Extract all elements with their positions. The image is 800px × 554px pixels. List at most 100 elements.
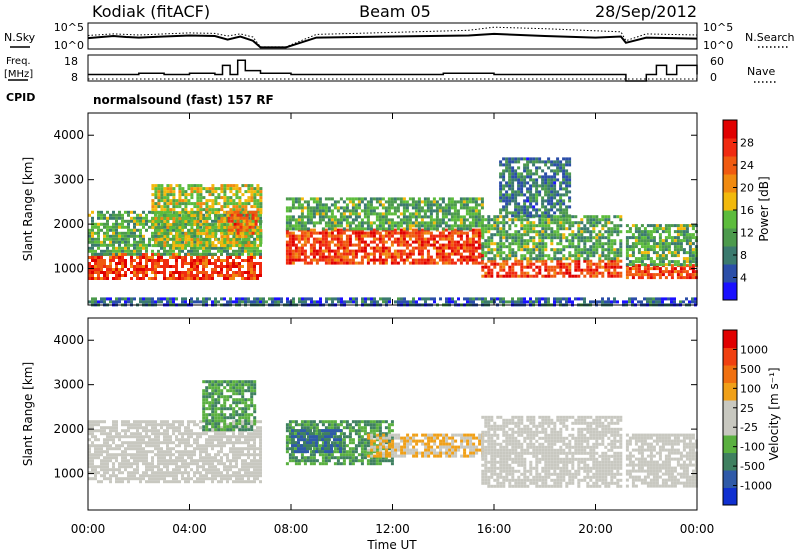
power-band-9 <box>625 264 698 280</box>
power-band-0 <box>88 253 262 280</box>
velocity-colorbar-label-5: -100 <box>740 441 765 454</box>
power-colorbar-label-3: 16 <box>740 204 754 217</box>
noise-left-label: N.Sky <box>4 31 36 44</box>
xtick-label-0: 00:00 <box>71 522 106 536</box>
velocity-ytick-label-0: 4000 <box>53 333 84 347</box>
xtick-label-6: 00:00 <box>680 522 715 536</box>
power-colorbar-label-0: 28 <box>740 137 754 150</box>
power-colorbar-swatch-5 <box>723 192 737 211</box>
noise-panel-frame <box>87 22 698 50</box>
power-colorbar: 28 24 20 16 12 8 4 <box>722 119 754 301</box>
cpid-value: normalsound (fast) 157 RF <box>93 93 274 107</box>
power-colorbar-label: Power [dB] <box>757 176 771 241</box>
velocity-colorbar-swatch-9 <box>723 330 737 348</box>
velocity-band-1 <box>202 380 257 432</box>
power-band-10 <box>625 224 698 267</box>
power-colorbar-swatch-9 <box>723 120 737 139</box>
freq-left-label-2: [MHz] <box>4 69 33 80</box>
power-colorbar-label-4: 12 <box>740 227 754 240</box>
power-colorbar-swatch-1 <box>723 264 737 283</box>
search-noise-line <box>87 26 698 48</box>
power-colorbar-swatch-7 <box>723 156 737 175</box>
xtick-label-5: 20:00 <box>578 522 613 536</box>
noise-left-tick-bottom: 10^0 <box>54 39 84 52</box>
power-y-axis: 4000 3000 2000 1000 <box>53 128 697 276</box>
velocity-colorbar-swatch-2 <box>723 452 737 471</box>
power-colorbar-swatch-3 <box>723 228 737 247</box>
power-heatmap <box>88 157 698 307</box>
date-title: 28/Sep/2012 <box>595 2 697 21</box>
power-y-label: Slant Range [km] <box>21 157 35 261</box>
velocity-colorbar-swatch-8 <box>723 347 737 366</box>
velocity-y-label: Slant Range [km] <box>21 362 35 466</box>
freq-line <box>88 59 698 82</box>
nave-label: Nave <box>747 65 775 78</box>
velocity-colorbar-label-4: -25 <box>740 421 758 434</box>
power-ytick-label-2: 2000 <box>53 217 84 231</box>
velocity-colorbar-label-7: -1000 <box>740 480 772 493</box>
noise-right-label: N.Search <box>745 31 795 44</box>
noise-series <box>87 26 698 49</box>
velocity-ytick-label-2: 2000 <box>53 422 84 436</box>
power-colorbar-swatch-2 <box>723 246 737 265</box>
power-band-5 <box>285 197 484 231</box>
velocity-colorbar-swatch-1 <box>723 470 737 488</box>
power-colorbar-label-1: 24 <box>740 159 754 172</box>
power-band-2 <box>151 184 263 248</box>
beam-title: Beam 05 <box>359 2 431 21</box>
power-colorbar-swatch-8 <box>723 138 737 157</box>
power-ytick-label-0: 4000 <box>53 128 84 142</box>
power-colorbar-label-5: 8 <box>740 249 747 262</box>
velocity-colorbar-label-0: 1000 <box>740 343 768 356</box>
power-band-8 <box>499 157 572 218</box>
velocity-colorbar-swatch-7 <box>723 365 737 383</box>
power-colorbar-swatch-6 <box>723 174 737 193</box>
cpid-label: CPID <box>6 91 35 104</box>
power-band-4 <box>285 228 484 265</box>
power-colorbar-label-6: 4 <box>740 272 747 285</box>
power-colorbar-swatch-0 <box>723 282 737 301</box>
velocity-band-6 <box>625 433 698 488</box>
freq-left-label-1: Freq. <box>6 56 31 67</box>
power-band-3 <box>227 210 258 235</box>
freq-right-tick-bottom: 0 <box>710 71 717 84</box>
velocity-colorbar-label-1: 500 <box>740 363 761 376</box>
velocity-heatmap <box>88 380 698 488</box>
velocity-colorbar-label: Velocity [m s⁻¹] <box>767 367 781 460</box>
velocity-ytick-label-3: 1000 <box>53 467 84 481</box>
velocity-band-4 <box>367 433 485 458</box>
freq-left-tick-bottom: 8 <box>71 71 78 84</box>
velocity-colorbar-label-2: 100 <box>740 382 761 395</box>
velocity-colorbar-frame <box>722 329 738 506</box>
power-ytick-label-3: 1000 <box>53 262 84 276</box>
velocity-band-0 <box>88 420 262 484</box>
velocity-colorbar: 1000 500 100 25 -25 -100 -500 -1000 <box>722 329 772 506</box>
xtick-label-4: 16:00 <box>477 522 512 536</box>
power-band-6 <box>481 259 623 278</box>
velocity-colorbar-label-3: 25 <box>740 402 754 415</box>
freq-right-tick-top: 60 <box>710 55 724 68</box>
velocity-colorbar-swatch-3 <box>723 435 737 453</box>
velocity-band-5 <box>481 415 623 488</box>
velocity-colorbar-label-6: -500 <box>740 460 765 473</box>
noise-right-tick-top: 10^5 <box>703 21 733 34</box>
velocity-colorbar-swatch-0 <box>723 487 737 506</box>
xtick-label-3: 12:00 <box>375 522 410 536</box>
noise-left-tick-top: 10^5 <box>54 21 84 34</box>
xtick-label-2: 08:00 <box>274 522 309 536</box>
power-colorbar-label-2: 20 <box>740 182 754 195</box>
power-ytick-label-1: 3000 <box>53 173 84 187</box>
x-axis-label: Time UT <box>366 538 417 552</box>
station-title: Kodiak (fitACF) <box>92 2 210 21</box>
power-colorbar-swatch-4 <box>723 210 737 229</box>
velocity-colorbar-swatch-6 <box>723 382 737 401</box>
xtick-label-1: 04:00 <box>172 522 207 536</box>
power-band-7 <box>481 215 623 261</box>
freq-left-tick-top: 18 <box>64 55 78 68</box>
velocity-band-3 <box>291 429 342 454</box>
velocity-colorbar-swatch-4 <box>723 417 737 436</box>
velocity-colorbar-swatch-5 <box>723 400 737 418</box>
velocity-y-axis: 4000 3000 2000 1000 <box>53 333 697 481</box>
velocity-ytick-label-1: 3000 <box>53 378 84 392</box>
